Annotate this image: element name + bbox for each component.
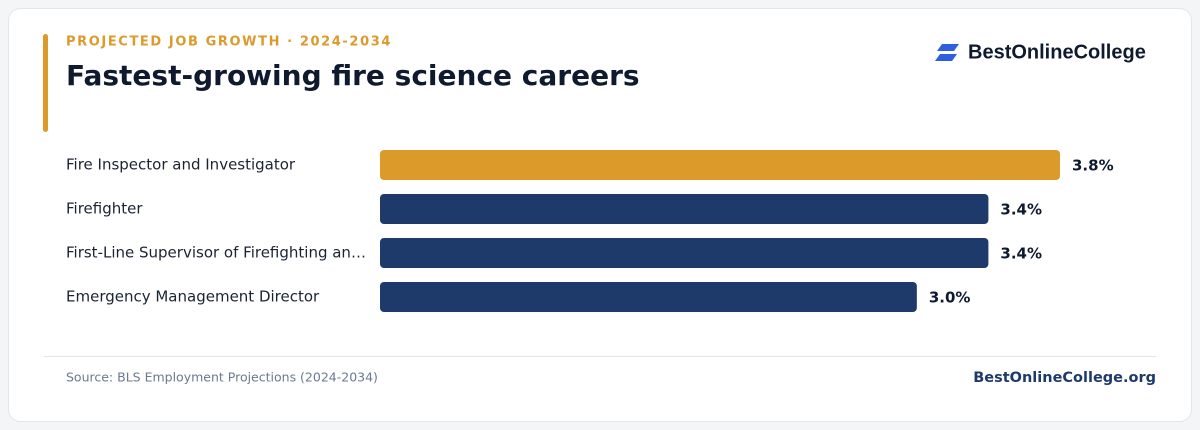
accent-bar: [43, 34, 48, 132]
brand-logo: BestOnlineCollege: [935, 41, 1146, 63]
brand-name: BestOnlineCollege: [968, 41, 1146, 63]
bar: [380, 150, 1060, 180]
logo-icon: [937, 44, 959, 51]
source: Source: BLS Employment Projections (2024…: [66, 370, 378, 385]
eyebrow: PROJECTED JOB GROWTH · 2024-2034: [66, 35, 392, 50]
value-label: 3.8%: [1072, 157, 1114, 175]
category-label: Fire Inspector and Investigator: [66, 156, 296, 174]
category-label: First-Line Supervisor of Firefighting an…: [66, 244, 366, 262]
value-label: 3.4%: [1000, 201, 1042, 219]
bar: [380, 194, 989, 224]
value-label: 3.4%: [1000, 245, 1042, 263]
bar: [380, 238, 989, 268]
bar: [380, 282, 917, 312]
chart-title: Fastest-growing fire science careers: [66, 59, 640, 92]
footer-link[interactable]: BestOnlineCollege.org: [973, 370, 1156, 386]
value-label: 3.0%: [929, 289, 971, 307]
category-label: Emergency Management Director: [66, 288, 320, 306]
category-label: Firefighter: [66, 200, 143, 218]
logo-icon: [935, 54, 957, 61]
